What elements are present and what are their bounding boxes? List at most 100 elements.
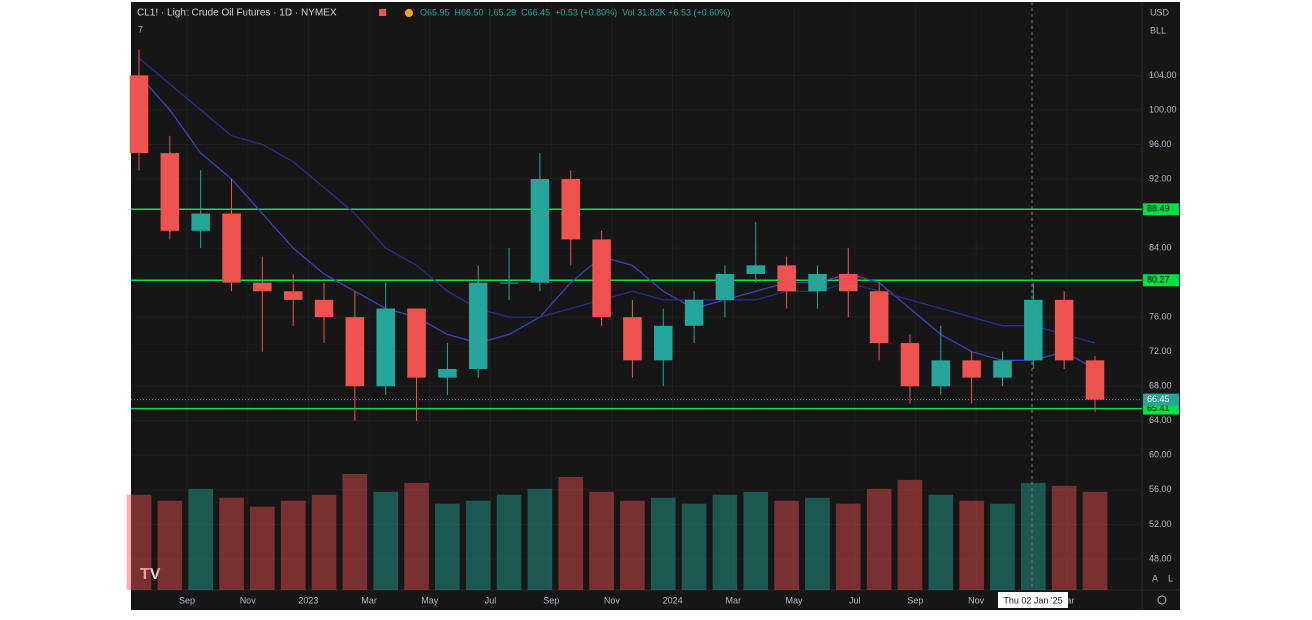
- x-tick-label: 2024: [663, 595, 683, 605]
- moving-average: [138, 57, 1096, 344]
- volume-bar: [712, 494, 738, 590]
- candle-body: [407, 308, 426, 378]
- candle-body: [561, 179, 580, 240]
- unit[interactable]: BLL: [1150, 25, 1166, 35]
- currency[interactable]: USD: [1150, 7, 1170, 17]
- candle-body: [962, 360, 981, 378]
- candle-body: [1024, 299, 1043, 361]
- chart-title: CL1! · Light Crude Oil Futures · 1D · NY…: [137, 8, 337, 19]
- volume-bar: [219, 497, 244, 590]
- legend-value: H66.50: [455, 7, 484, 17]
- x-tick-label: Sep: [179, 595, 195, 605]
- settings-icon[interactable]: [1157, 595, 1167, 605]
- y-tick-label: 64.00: [1149, 415, 1172, 425]
- volume-bar: [897, 479, 923, 590]
- level-label: 88.49: [1147, 204, 1170, 214]
- last-price-label: 66.45: [1147, 394, 1170, 404]
- x-tick-label: Mar: [726, 595, 742, 605]
- x-tick-label: Jul: [849, 595, 861, 605]
- candle-body: [715, 273, 735, 300]
- volume-bar: [835, 503, 861, 590]
- candle-body: [438, 368, 457, 378]
- volume-bar: [928, 494, 954, 590]
- chart-background: [131, 2, 1180, 610]
- y-tick-label: 96.00: [1149, 139, 1172, 149]
- volume-bar: [342, 473, 368, 590]
- volume-bar: [311, 494, 337, 590]
- level-label: 65.41: [1147, 403, 1170, 413]
- level-tag: [1143, 203, 1179, 216]
- crosshair-label: Thu 02 Jan '25: [1003, 595, 1062, 605]
- candle-body: [993, 360, 1012, 378]
- volume-bar: [126, 494, 152, 590]
- x-tick-label: Nov: [240, 595, 257, 605]
- y-tick-label: 68.00: [1149, 381, 1172, 391]
- candle-body: [530, 179, 550, 283]
- volume-bar: [558, 476, 584, 590]
- x-tick-label: Sep: [907, 595, 923, 605]
- volume-bar: [805, 497, 830, 590]
- legend-value: O65.95: [420, 7, 450, 17]
- candle-body: [839, 273, 858, 292]
- candle-body: [900, 343, 920, 387]
- volume-bar: [188, 488, 214, 590]
- candle-body: [684, 299, 704, 326]
- candle-body: [499, 282, 519, 284]
- candle-body: [1085, 360, 1105, 400]
- level-tag: [1143, 274, 1179, 287]
- volume-bar: [157, 500, 183, 590]
- scale-button[interactable]: A: [1152, 573, 1158, 583]
- logo: TV: [140, 566, 161, 583]
- x-tick-label: Jul: [485, 595, 497, 605]
- volume-bar: [866, 488, 892, 590]
- candle-body: [314, 299, 334, 318]
- y-tick-label: 52.00: [1149, 519, 1172, 529]
- candle-body: [191, 213, 210, 231]
- candle-body: [869, 291, 889, 344]
- volume-bar: [743, 491, 769, 590]
- candle-body: [376, 308, 395, 387]
- level-label: 80.27: [1147, 275, 1170, 285]
- candle-body: [1054, 299, 1074, 361]
- x-tick-label: May: [785, 595, 803, 605]
- legend-value: Vol 31.82K +6.53 (+0.60%): [622, 7, 730, 17]
- candle-body: [931, 360, 951, 387]
- y-tick-label: 48.00: [1149, 553, 1172, 563]
- y-tick-label: 84.00: [1149, 242, 1172, 252]
- volume-bar: [990, 503, 1015, 590]
- scale-button[interactable]: L: [1168, 573, 1173, 583]
- volume-bar: [620, 500, 645, 590]
- volume-bar: [435, 503, 460, 590]
- volume-bar: [250, 506, 275, 590]
- y-tick-label: 56.00: [1149, 484, 1172, 494]
- candle-body: [222, 213, 241, 283]
- y-tick-label: 104.00: [1149, 70, 1177, 80]
- candle-body: [160, 153, 180, 231]
- y-tick-label: 100.00: [1149, 104, 1177, 114]
- crosshair-tag: [998, 592, 1068, 608]
- x-tick-label: Sep: [543, 595, 559, 605]
- volume-bar: [1020, 482, 1046, 590]
- volume-bar: [1082, 491, 1108, 590]
- candle-body: [283, 291, 303, 300]
- candle-body: [592, 239, 611, 318]
- volume-bar: [959, 500, 984, 590]
- volume-bar: [404, 482, 429, 590]
- volume-bar: [527, 488, 553, 590]
- last-price-tag: [1143, 393, 1179, 406]
- volume-bar: [774, 500, 799, 590]
- legend-value: +0.53 (+0.80%): [555, 7, 617, 17]
- collapse-toggle[interactable]: 7: [138, 24, 143, 34]
- moving-average: [138, 74, 1096, 370]
- x-tick-label: Nov: [968, 595, 985, 605]
- y-tick-label: 72.00: [1149, 346, 1172, 356]
- session-icon: [405, 9, 413, 17]
- y-tick-label: 76.00: [1149, 312, 1172, 322]
- candle-body: [345, 317, 365, 387]
- volume-bar: [465, 500, 491, 590]
- legend-value: C66.45: [521, 7, 550, 17]
- volume-bar: [496, 494, 522, 590]
- candle-body: [129, 75, 149, 154]
